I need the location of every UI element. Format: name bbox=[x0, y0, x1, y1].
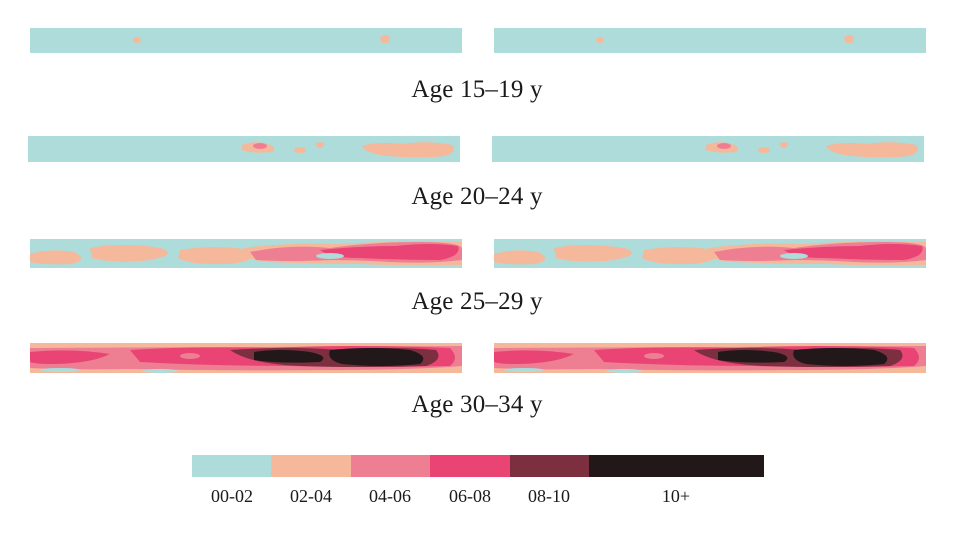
legend-label: 08-10 bbox=[528, 486, 570, 506]
color-legend bbox=[192, 455, 764, 477]
age-label-30-34: Age 30–34 y bbox=[411, 391, 543, 418]
age-label-15-19: Age 15–19 y bbox=[411, 76, 543, 103]
heatmap-strip-right-25-29 bbox=[494, 238, 926, 269]
legend-label: 00-02 bbox=[211, 486, 253, 506]
heatmap-strip-right-30-34 bbox=[494, 342, 926, 374]
heatmap-strip-left-20-24 bbox=[28, 134, 460, 163]
legend-swatch-06-08 bbox=[430, 455, 510, 477]
legend-swatch-08-10 bbox=[510, 455, 589, 477]
legend-swatch-10-plus bbox=[589, 455, 764, 477]
legend-swatch-02-04 bbox=[271, 455, 351, 477]
legend-swatch-00-02 bbox=[192, 455, 271, 477]
age-label-20-24: Age 20–24 y bbox=[411, 183, 543, 210]
legend-label: 06-08 bbox=[449, 486, 491, 506]
heatmap-strip-left-30-34 bbox=[30, 342, 462, 374]
legend-swatch-04-06 bbox=[351, 455, 430, 477]
legend-labels: 00-02 02-04 04-06 06-08 08-10 10+ bbox=[192, 486, 764, 510]
heatmap-strip-left-25-29 bbox=[30, 238, 462, 269]
legend-label: 04-06 bbox=[369, 486, 411, 506]
legend-label: 02-04 bbox=[290, 486, 332, 506]
heatmap-strip-right-20-24 bbox=[492, 134, 924, 163]
age-label-25-29: Age 25–29 y bbox=[411, 288, 543, 315]
heatmap-strip-right-15-19 bbox=[494, 27, 926, 54]
legend-label: 10+ bbox=[661, 486, 691, 506]
heatmap-strip-left-15-19 bbox=[30, 27, 462, 54]
